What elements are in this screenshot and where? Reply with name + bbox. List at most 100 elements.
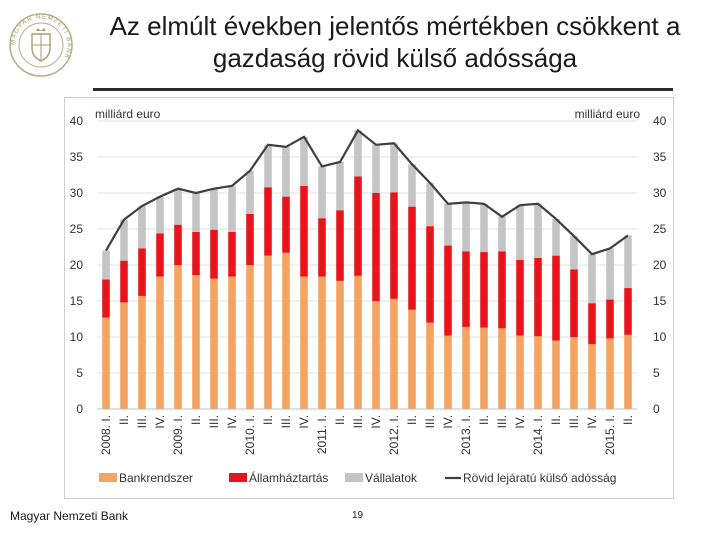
bar-corp [174, 188, 182, 225]
x-tick-label: III. [495, 415, 509, 428]
bar-bank [444, 335, 452, 409]
bar-bank [156, 276, 164, 409]
legend-swatch-govt [229, 473, 247, 482]
y-tick-label-right: 25 [653, 222, 667, 236]
y-tick-label-right: 40 [653, 114, 667, 128]
bar-bank [408, 309, 416, 409]
bar-bank [282, 252, 290, 409]
bar-bank [354, 275, 362, 409]
bar-bank [516, 335, 524, 409]
y-tick-label-right: 0 [653, 402, 660, 416]
x-tick-label: II. [189, 415, 203, 425]
bar-govt [156, 233, 164, 277]
bar-govt [552, 255, 560, 341]
y-tick-label-left: 10 [70, 330, 84, 344]
x-tick-label: III. [279, 415, 293, 428]
legend-swatch-bank [99, 473, 117, 482]
bar-corp [120, 219, 128, 261]
bar-bank [174, 265, 182, 409]
x-tick-label: II. [261, 415, 275, 425]
bar-govt [390, 192, 398, 299]
bar-bank [570, 337, 578, 409]
bar-govt [534, 257, 542, 337]
y-axis-left: 0 5 10 15 20 25 30 35 40 [70, 114, 84, 416]
bar-govt [192, 231, 200, 276]
x-tick-label: II. [117, 415, 131, 425]
y-tick-label-left: 30 [70, 186, 84, 200]
legend-label-line: Rövid lejáratú külső adósság [463, 471, 616, 485]
x-tick-label: IV. [225, 415, 239, 429]
bar-corp [498, 216, 506, 252]
bar-bank [300, 276, 308, 409]
legend-swatch-corp [345, 473, 363, 482]
bar-corp [372, 144, 380, 193]
x-tick-label: 2010. I. [243, 415, 257, 455]
bar-govt [516, 259, 524, 336]
x-tick-label: II. [549, 415, 563, 425]
bar-bank [498, 328, 506, 409]
bar-bank [624, 334, 632, 409]
x-tick-label: III. [567, 415, 581, 428]
y-unit-right: milliárd euro [575, 107, 641, 121]
x-tick-label: IV. [513, 415, 527, 429]
bar-govt [282, 196, 290, 253]
bar-bank [264, 255, 272, 409]
bar-bank [606, 338, 614, 409]
x-tick-label: IV. [153, 415, 167, 429]
bar-corp [102, 250, 110, 280]
y-tick-label-right: 15 [653, 294, 667, 308]
bar-bank [462, 326, 470, 409]
bar-bank [534, 336, 542, 409]
bar-corp [156, 196, 164, 234]
bar-govt [210, 229, 218, 279]
bar-govt [606, 299, 614, 339]
x-tick-label: IV. [585, 415, 599, 429]
page-number: 19 [352, 510, 364, 521]
line-short-term-debt [105, 128, 629, 256]
bar-bank [102, 317, 110, 409]
bar-corp [210, 188, 218, 230]
bar-govt [228, 231, 236, 277]
debt-line [105, 128, 629, 256]
bar-bank [480, 327, 488, 409]
bar-corp [246, 170, 254, 214]
bar-govt [498, 251, 506, 329]
bar-govt [426, 226, 434, 323]
bar-corp [480, 203, 488, 253]
y-tick-label-right: 5 [653, 366, 660, 380]
bar-corp [300, 136, 308, 186]
bar-bank [426, 322, 434, 409]
bar-govt [408, 206, 416, 310]
bar-govt [480, 252, 488, 328]
bar-corp [534, 203, 542, 258]
bar-govt [318, 218, 326, 277]
bar-corp [462, 202, 470, 252]
y-tick-label-right: 30 [653, 186, 667, 200]
y-tick-label-right: 35 [653, 150, 667, 164]
bar-corp [588, 254, 596, 304]
bar-corp [390, 143, 398, 193]
legend: Bankrendszer Államháztartás Vállalatok Rövi… [99, 470, 616, 485]
x-tick-label: III. [423, 415, 437, 428]
y-tick-label-right: 20 [653, 258, 667, 272]
x-tick-label: III. [207, 415, 221, 428]
bar-corp [192, 193, 200, 232]
footer-institution: Magyar Nemzeti Bank [10, 509, 129, 523]
bar-bank [552, 340, 560, 409]
x-tick-label: 2013. I. [459, 415, 473, 455]
bar-bank [318, 276, 326, 409]
bar-govt [102, 279, 110, 318]
bar-corp [354, 130, 362, 177]
y-tick-label-left: 20 [70, 258, 84, 272]
bars [102, 130, 632, 409]
legend-label-corp: Vállalatok [365, 471, 418, 485]
x-tick-label: IV. [369, 415, 383, 429]
x-axis: 2008. I. II. III. IV. 2009. I. II. III. IV. 2010… [97, 408, 637, 455]
bar-govt [264, 187, 272, 256]
y-tick-label-left: 15 [70, 294, 84, 308]
bar-corp [624, 235, 632, 289]
bar-govt [570, 269, 578, 337]
bar-govt [354, 176, 362, 276]
bar-bank [390, 298, 398, 409]
bar-corp [336, 162, 344, 211]
